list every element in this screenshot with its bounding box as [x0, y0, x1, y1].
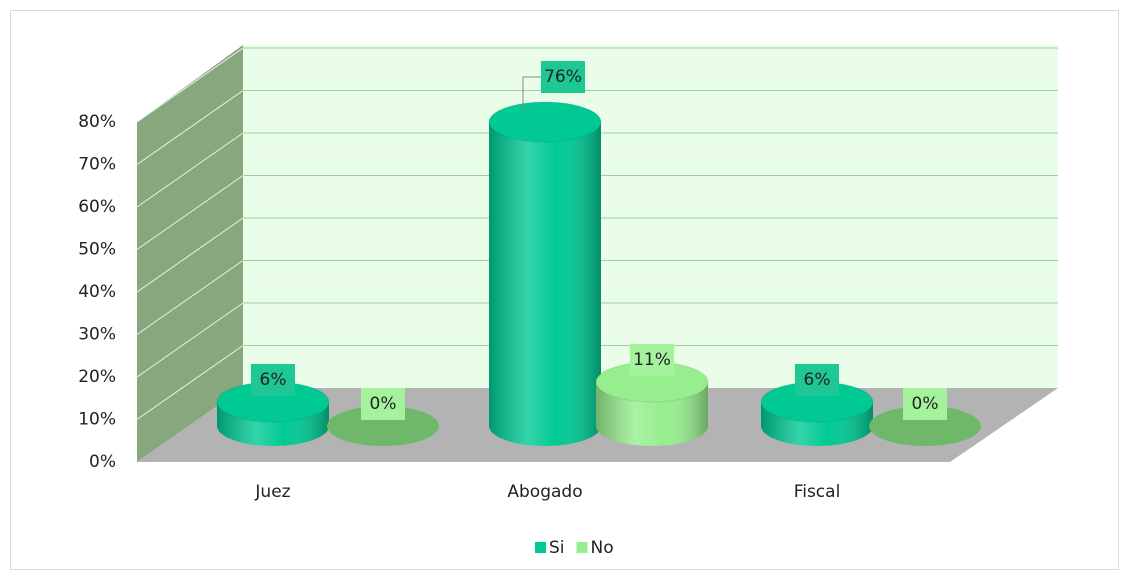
value-label: 0% — [912, 394, 939, 414]
bar — [760, 381, 874, 446]
grid-line — [136, 217, 244, 293]
y-tick-label: 20% — [78, 367, 116, 387]
legend-swatch — [576, 542, 588, 553]
x-tick-label: Abogado — [507, 482, 582, 502]
y-tick-label: 10% — [78, 410, 116, 430]
grid-line — [136, 90, 244, 165]
y-tick-label: 30% — [78, 325, 116, 345]
bar-part — [327, 406, 439, 446]
value-label: 6% — [260, 370, 287, 390]
bar-part — [488, 101, 602, 143]
value-label: 6% — [804, 370, 831, 390]
bar — [595, 361, 709, 446]
y-tick-label: 60% — [78, 197, 116, 217]
grid-line — [136, 175, 244, 250]
y-tick-label: 0% — [89, 452, 116, 472]
grid-line — [136, 345, 244, 420]
bar — [327, 406, 439, 446]
legend-label: No — [591, 538, 614, 558]
y-tick-label: 70% — [78, 155, 116, 175]
value-label-box — [795, 364, 839, 396]
grid-line — [136, 302, 244, 378]
value-label: 0% — [370, 394, 397, 414]
grid-line — [136, 260, 244, 335]
legend-swatch — [535, 542, 546, 553]
value-label-box — [903, 388, 947, 420]
bar — [869, 406, 981, 446]
value-label-box — [361, 388, 405, 420]
side-wall — [137, 45, 243, 462]
grid-line — [136, 47, 244, 123]
bar — [216, 381, 330, 446]
x-tick-label: Fiscal — [794, 482, 841, 502]
value-label-box — [630, 344, 674, 376]
value-label: 11% — [633, 350, 671, 370]
y-tick-label: 80% — [78, 112, 116, 132]
back-wall — [243, 45, 1058, 388]
y-tick-label: 40% — [78, 282, 116, 302]
value-label-box — [251, 364, 295, 396]
x-tick-label: Juez — [254, 482, 290, 502]
bar-part — [869, 406, 981, 446]
legend-label: Si — [549, 538, 565, 558]
bar — [488, 101, 602, 446]
value-label: 76% — [544, 67, 582, 87]
bar-part — [489, 122, 601, 446]
value-label-box — [541, 61, 585, 93]
grid-line — [136, 132, 244, 208]
leader-line — [522, 76, 541, 114]
y-tick-label: 50% — [78, 240, 116, 260]
